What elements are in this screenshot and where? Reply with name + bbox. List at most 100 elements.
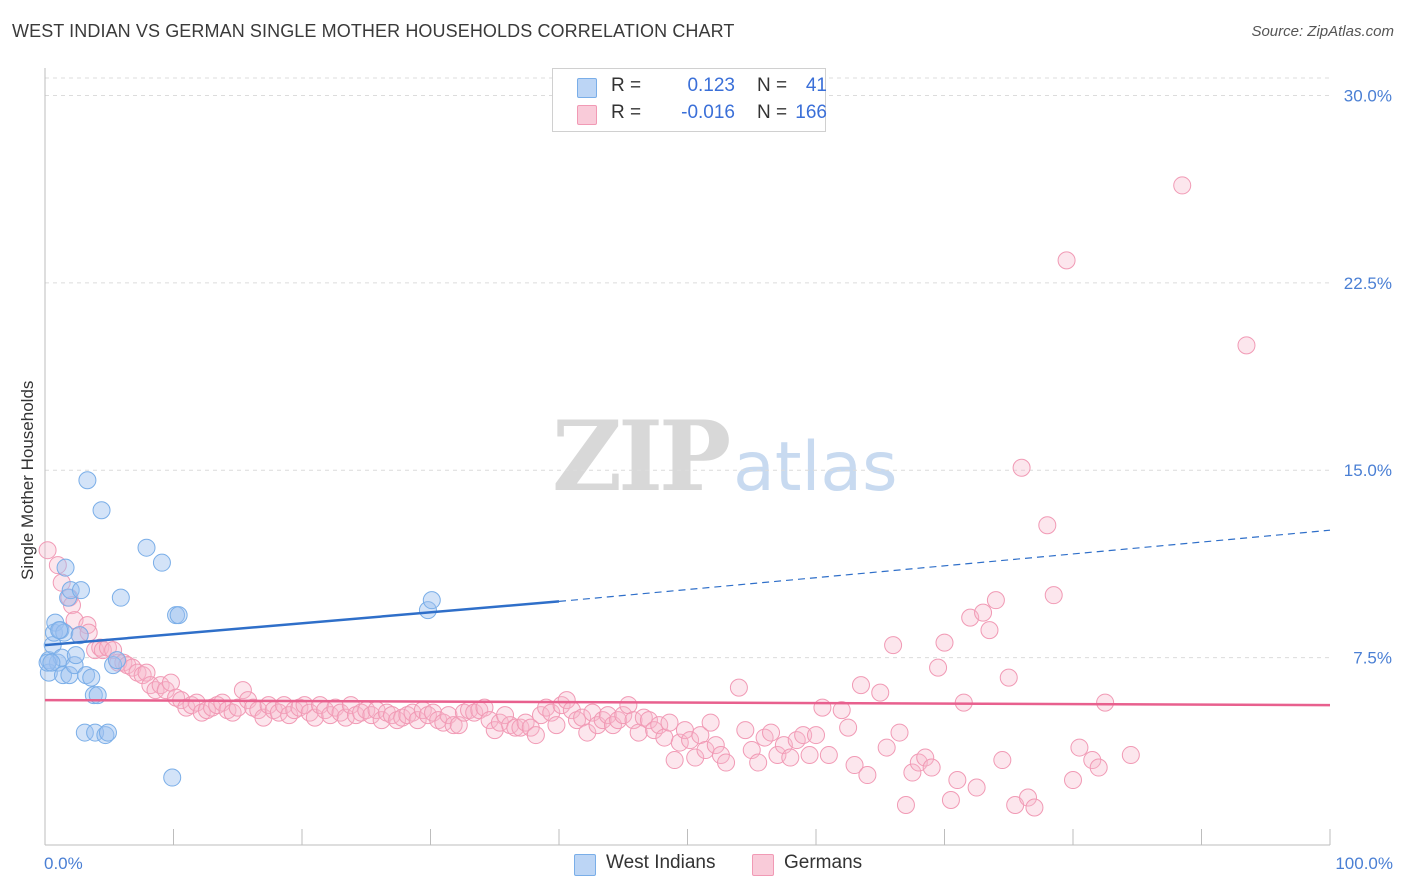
german-point <box>819 746 838 765</box>
german-point <box>331 703 350 722</box>
legend-r-value: 0.123 <box>687 75 735 96</box>
german-point <box>1012 458 1031 477</box>
german-point <box>922 758 941 777</box>
west-indian-point <box>65 656 84 675</box>
west-indian-point <box>96 726 115 745</box>
german-point <box>1019 788 1038 807</box>
west-indian-point <box>70 626 89 645</box>
german-point <box>896 796 915 815</box>
legend-swatch-germans <box>577 105 597 125</box>
west-indian-point <box>61 581 80 600</box>
german-point <box>903 763 922 782</box>
german-point <box>839 718 858 737</box>
german-point <box>781 748 800 767</box>
german-point <box>123 658 142 677</box>
west-indian-point <box>111 588 130 607</box>
german-point <box>537 698 556 717</box>
german-point <box>567 711 586 730</box>
german-point <box>496 706 515 725</box>
german-point <box>300 703 319 722</box>
german-point <box>598 706 617 725</box>
legend-swatch-germans <box>752 854 774 876</box>
german-point <box>192 703 211 722</box>
german-point <box>665 751 684 770</box>
german-point <box>352 703 371 722</box>
west-indian-point <box>92 501 111 520</box>
german-point <box>1044 586 1063 605</box>
legend-n-value: 41 <box>805 75 827 96</box>
y-tick-label: 15.0% <box>1344 461 1392 480</box>
west-indian-point <box>422 591 441 610</box>
german-point <box>609 711 628 730</box>
german-point <box>736 721 755 740</box>
west-indian-point <box>137 538 156 557</box>
german-point <box>444 716 463 735</box>
german-point <box>706 736 725 755</box>
german-point <box>634 708 653 727</box>
legend-n-label: N = <box>757 75 788 96</box>
german-point <box>645 721 664 740</box>
legend-n-label: N = <box>757 102 788 123</box>
german-point <box>1096 693 1115 712</box>
german-point <box>93 641 112 660</box>
german-point <box>749 753 768 772</box>
german-point <box>151 676 170 695</box>
west-indian-point <box>53 666 72 685</box>
legend-n-value: 166 <box>795 102 827 123</box>
german-point <box>619 696 638 715</box>
german-point <box>454 703 473 722</box>
west-indian-point <box>86 723 105 742</box>
legend-r-value: -0.016 <box>681 102 735 123</box>
german-point <box>967 778 986 797</box>
german-point <box>38 541 57 560</box>
stats-legend: R = 0.123 N = 41 R = -0.016 N = 166 <box>552 68 827 132</box>
german-trendline <box>44 698 1331 707</box>
german-point <box>701 713 720 732</box>
watermark-atlas: atlas <box>733 428 898 507</box>
german-point <box>794 726 813 745</box>
x-tick-label: 0.0% <box>44 854 83 873</box>
german-point <box>639 711 658 730</box>
west-indian-point <box>163 768 182 787</box>
y-tick-label: 30.0% <box>1344 86 1392 105</box>
german-point <box>877 738 896 757</box>
series-legend: West Indians Germans <box>0 852 1406 878</box>
german-point <box>78 616 97 635</box>
legend-swatch-west-indians <box>577 78 597 98</box>
german-point <box>465 703 484 722</box>
german-point <box>614 706 633 725</box>
west-indian-point <box>55 623 74 642</box>
german-point <box>233 681 252 700</box>
legend-label-west-indians: West Indians <box>606 852 716 873</box>
german-point <box>800 746 819 765</box>
y-axis-label: Single Mother Households <box>18 380 37 580</box>
german-point <box>858 766 877 785</box>
german-point <box>1025 798 1044 817</box>
west-indian-point <box>50 621 69 640</box>
german-point <box>382 706 401 725</box>
german-point <box>941 791 960 810</box>
german-point <box>832 701 851 720</box>
y-tick-label: 22.5% <box>1344 274 1392 293</box>
chart-title: WEST INDIAN VS GERMAN SINGLE MOTHER HOUS… <box>12 21 735 41</box>
german-point <box>1121 746 1140 765</box>
german-point <box>1038 516 1057 535</box>
german-point <box>280 706 299 725</box>
german-point <box>1070 738 1089 757</box>
german-point <box>1089 758 1108 777</box>
legend-swatch-west-indians <box>574 854 596 876</box>
west-indian-point <box>42 653 61 672</box>
german-point <box>418 706 437 725</box>
legend-r-label: R = <box>611 102 642 123</box>
west-indian-trendline <box>44 600 560 647</box>
german-point <box>1057 251 1076 270</box>
german-point <box>346 706 365 725</box>
german-point <box>516 713 535 732</box>
source-label[interactable]: Source: ZipAtlas.com <box>1251 23 1394 40</box>
german-point <box>686 748 705 767</box>
german-point <box>890 723 909 742</box>
german-point <box>557 691 576 710</box>
german-point <box>203 698 222 717</box>
legend-label-germans: Germans <box>784 852 863 873</box>
